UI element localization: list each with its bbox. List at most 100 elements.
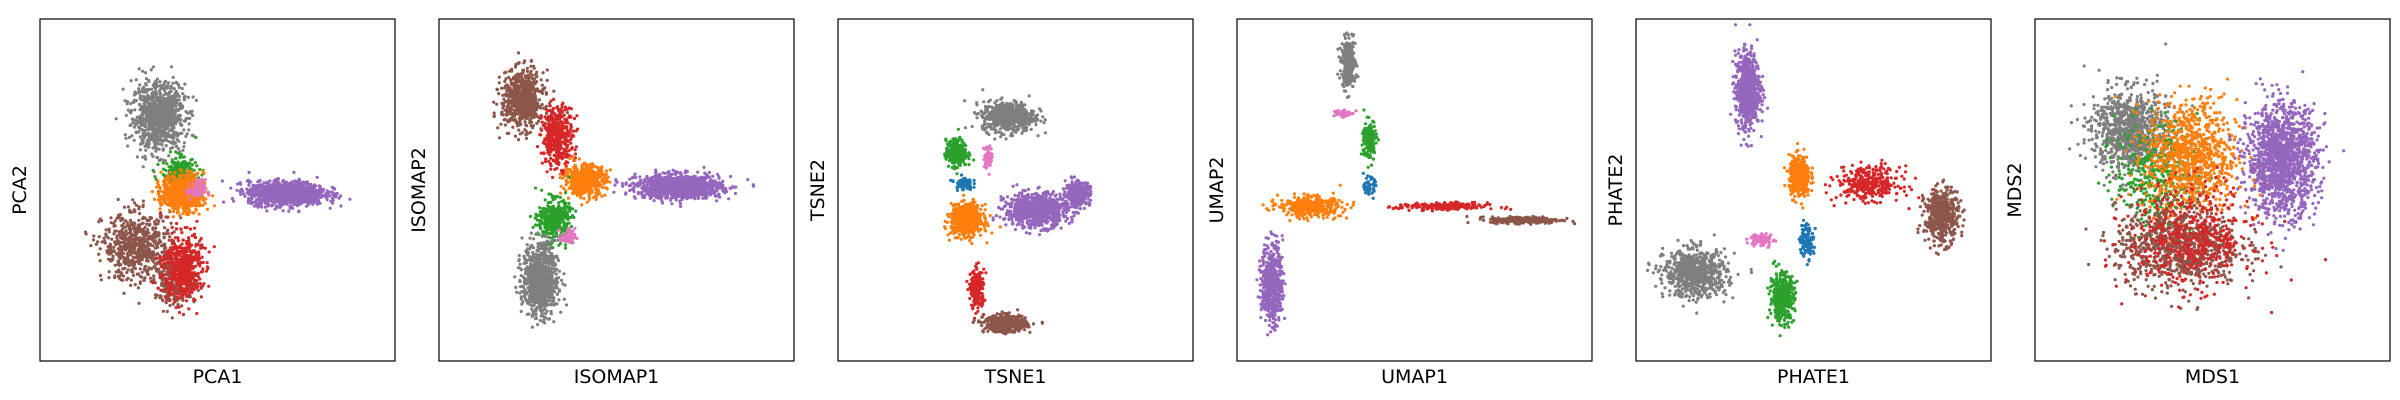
data-point: [290, 180, 294, 184]
data-point: [318, 191, 322, 195]
data-point: [304, 199, 308, 203]
data-point: [170, 277, 174, 281]
data-point: [201, 181, 205, 185]
data-point: [172, 199, 176, 203]
data-point: [167, 92, 171, 96]
data-point: [164, 287, 168, 291]
data-point: [174, 190, 178, 194]
data-point: [258, 201, 262, 205]
data-point: [91, 238, 96, 242]
data-point: [339, 204, 343, 208]
data-point: [182, 178, 186, 182]
data-point: [186, 259, 190, 263]
data-point: [186, 213, 190, 217]
data-point: [177, 147, 181, 151]
data-point: [229, 186, 233, 190]
data-point: [137, 218, 141, 222]
data-point: [178, 173, 182, 177]
data-point: [191, 265, 195, 269]
data-point: [178, 131, 182, 135]
data-point: [173, 287, 177, 291]
data-point: [155, 256, 159, 260]
data-point: [317, 184, 321, 188]
data-point: [189, 278, 193, 282]
data-point: [176, 239, 180, 243]
data-point: [141, 140, 145, 144]
data-point: [140, 137, 144, 141]
data-point: [511, 125, 515, 129]
data-point: [113, 275, 117, 280]
data-point: [151, 281, 155, 285]
data-point: [185, 132, 189, 136]
data-point: [107, 276, 111, 280]
data-point: [332, 186, 336, 190]
data-point: [265, 209, 269, 213]
data-point: [177, 162, 181, 166]
data-point: [167, 249, 171, 253]
data-point: [143, 250, 147, 254]
data-point: [152, 140, 156, 144]
data-point: [150, 117, 154, 121]
data-point: [186, 284, 190, 289]
data-point: [271, 182, 275, 186]
data-point: [518, 132, 522, 136]
data-point: [122, 244, 126, 248]
data-point: [180, 86, 184, 91]
data-point: [296, 187, 300, 192]
data-point: [139, 104, 143, 109]
data-point: [199, 237, 203, 241]
data-point: [165, 309, 169, 314]
data-point: [170, 257, 174, 261]
data-point: [519, 122, 523, 126]
data-point: [525, 116, 530, 120]
data-point: [205, 207, 209, 211]
data-point: [187, 236, 191, 240]
data-point: [197, 202, 201, 206]
data-point: [133, 283, 137, 287]
data-point: [178, 182, 182, 186]
data-point: [170, 225, 174, 229]
data-point: [166, 215, 170, 219]
data-point: [138, 108, 142, 112]
data-point: [182, 128, 186, 132]
data-point: [207, 250, 211, 254]
data-point: [277, 197, 281, 201]
data-point: [202, 190, 206, 194]
data-point: [299, 194, 303, 198]
data-point: [191, 95, 195, 99]
data-point: [166, 232, 170, 236]
data-point: [107, 230, 111, 234]
data-point: [155, 155, 159, 159]
data-point: [122, 291, 126, 295]
data-point: [161, 133, 165, 137]
data-point: [137, 91, 141, 95]
data-point: [287, 209, 291, 213]
data-point: [255, 201, 259, 205]
panel-isomap: ISOMAP1 ISOMAP2: [408, 18, 795, 388]
data-point: [187, 169, 191, 173]
data-point: [98, 247, 102, 251]
data-point: [149, 256, 153, 260]
data-point: [153, 175, 157, 179]
data-point: [172, 247, 176, 251]
data-point: [99, 273, 103, 278]
data-point: [534, 72, 538, 77]
data-point: [201, 284, 205, 288]
data-point: [184, 117, 188, 121]
data-point: [128, 123, 132, 128]
data-point: [159, 142, 164, 146]
data-point: [315, 202, 320, 206]
data-point: [115, 216, 119, 220]
data-point: [173, 171, 177, 175]
data-point: [184, 294, 188, 298]
data-point: [135, 226, 139, 230]
data-point: [160, 281, 164, 285]
data-point: [110, 237, 114, 241]
data-point: [200, 192, 204, 196]
data-point: [158, 207, 162, 211]
data-point: [505, 131, 509, 135]
data-point: [166, 203, 170, 207]
data-point: [144, 148, 148, 152]
data-point: [273, 192, 277, 196]
data-point: [138, 243, 142, 248]
